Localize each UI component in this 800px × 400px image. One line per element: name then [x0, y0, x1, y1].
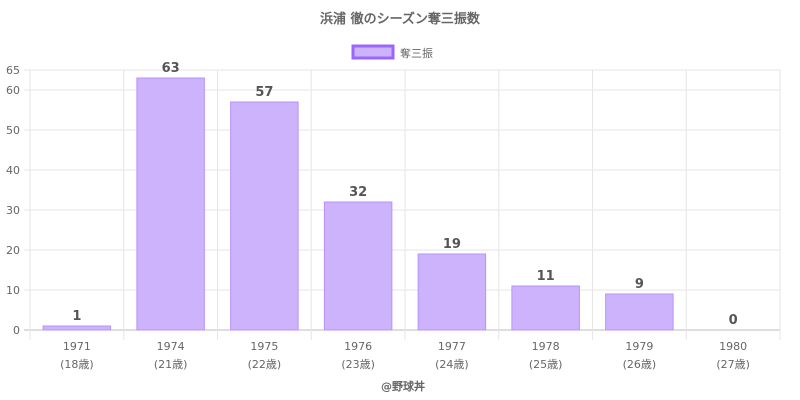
data-label: 57: [255, 85, 273, 100]
y-tick-label: 50: [6, 124, 20, 137]
x-tick-sublabel: (26歳): [623, 358, 657, 371]
x-tick-sublabel: (18歳): [60, 358, 94, 371]
legend[interactable]: 奪三振: [351, 44, 433, 60]
y-tick-label: 10: [6, 284, 20, 297]
bar-1971[interactable]: [42, 325, 112, 331]
bar-1977[interactable]: [417, 253, 487, 331]
data-label: 11: [537, 269, 555, 284]
bar-1975[interactable]: [230, 101, 299, 331]
x-tick-sublabel: (25歳): [529, 358, 563, 371]
legend-label: 奪三振: [400, 46, 433, 60]
y-tick-label: 30: [6, 204, 20, 217]
bars: [42, 77, 674, 331]
x-tick-label: 1978: [532, 340, 560, 353]
bar-1976[interactable]: [323, 201, 393, 331]
x-tick-label: 1975: [250, 340, 278, 353]
y-tick-label: 0: [13, 324, 20, 337]
credit-text: @野球丼: [381, 379, 425, 393]
x-tick-label: 1976: [344, 340, 372, 353]
x-tick-sublabel: (21歳): [154, 358, 188, 371]
x-tick-sublabel: (24歳): [435, 358, 469, 371]
data-label: 9: [635, 277, 644, 292]
legend-swatch: [351, 44, 395, 60]
chart-title: 浜浦 徹のシーズン奪三振数: [320, 11, 481, 27]
x-tick-sublabel: (27歳): [716, 358, 750, 371]
x-tick-label: 1971: [63, 340, 91, 353]
y-tick-label: 65: [6, 64, 20, 77]
x-tick-label: 1979: [625, 340, 653, 353]
y-tick-label: 40: [6, 164, 20, 177]
y-tick-label: 60: [6, 84, 20, 97]
x-tick-label: 1974: [157, 340, 185, 353]
data-label: 63: [162, 61, 180, 76]
y-axis: 0 10 20 30 40 50 60 65: [6, 64, 20, 337]
data-label: 19: [443, 237, 461, 252]
data-label: 1: [72, 309, 81, 324]
data-labels: 1 63 57 32 19 11 9 0: [72, 61, 737, 328]
x-tick-label: 1980: [719, 340, 747, 353]
bar-1974[interactable]: [136, 77, 205, 331]
data-label: 0: [729, 313, 738, 328]
x-axis: 1971 (18歳) 1974 (21歳) 1975 (22歳) 1976 (23歳) 1977…: [60, 340, 750, 371]
data-label: 32: [349, 185, 367, 200]
x-tick-sublabel: (23歳): [341, 358, 375, 371]
x-tick-sublabel: (22歳): [248, 358, 282, 371]
y-tick-label: 20: [6, 244, 20, 257]
bar-1978[interactable]: [511, 285, 580, 331]
bar-1979[interactable]: [605, 293, 674, 331]
x-tick-label: 1977: [438, 340, 466, 353]
